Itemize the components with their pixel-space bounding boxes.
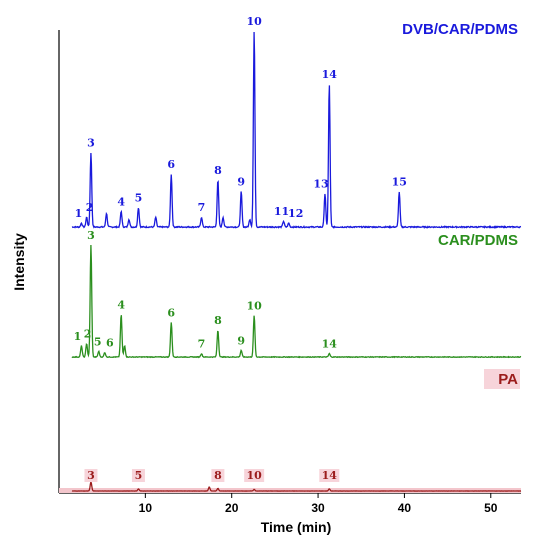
trace-line xyxy=(71,479,522,492)
peak-label: 6 xyxy=(167,158,175,171)
peak-label: 10 xyxy=(247,469,263,482)
peak-label: 2 xyxy=(84,328,92,341)
peak-label: 3 xyxy=(87,229,95,242)
x-tick-label: 40 xyxy=(398,501,412,515)
series-name: CAR/PDMS xyxy=(438,232,518,249)
peak-label: 5 xyxy=(135,191,143,204)
peak-label: 11 xyxy=(274,205,289,218)
peak-label-band xyxy=(211,469,225,482)
peak-label: 4 xyxy=(117,195,125,208)
peak-label: 13 xyxy=(313,178,328,191)
y-axis-title: Intensity xyxy=(11,233,27,291)
x-axis-title: Time (min) xyxy=(261,519,332,535)
peak-label-band xyxy=(319,469,340,482)
peak-label-band xyxy=(131,469,145,482)
peak-label: 14 xyxy=(322,469,338,482)
pa-label-band xyxy=(484,369,520,389)
peak-label: 6 xyxy=(106,337,114,350)
peak-label: 7 xyxy=(198,201,206,214)
peak-label: 14 xyxy=(322,68,338,81)
x-tick-label: 30 xyxy=(311,501,325,515)
axes-layer: Time (min) Intensity xyxy=(11,30,521,535)
peak-label: 1 xyxy=(75,207,83,220)
peak-label-band xyxy=(84,469,98,482)
peak-label: 8 xyxy=(214,469,222,482)
peak-label: 8 xyxy=(214,314,222,327)
x-tick-label: 20 xyxy=(225,501,239,515)
peak-label-band xyxy=(244,469,265,482)
peak-label: 4 xyxy=(117,298,125,311)
peak-label: 2 xyxy=(86,201,94,214)
peak-label: 1 xyxy=(74,330,82,343)
peak-label: 10 xyxy=(247,300,263,313)
x-tick-label: 50 xyxy=(484,501,498,515)
series-pa: 3 5 8 10 14 PA xyxy=(59,369,522,493)
peak-label: 9 xyxy=(237,334,245,347)
series-name: DVB/CAR/PDMS xyxy=(402,21,518,38)
peak-label: 14 xyxy=(322,338,338,351)
peak-label: 3 xyxy=(87,137,95,150)
peak-label: 3 xyxy=(87,469,95,482)
series-name: PA xyxy=(498,371,518,388)
trace-line xyxy=(71,245,522,359)
peak-label: 9 xyxy=(237,176,245,189)
trace-line xyxy=(71,31,522,230)
peak-label: 8 xyxy=(214,164,222,177)
peak-label: 7 xyxy=(198,338,206,351)
x-ticks: 10 20 30 40 50 xyxy=(139,493,498,515)
peak-label: 15 xyxy=(392,176,407,189)
peak-label: 5 xyxy=(135,469,143,482)
x-tick-label: 10 xyxy=(139,501,153,515)
peak-label: 10 xyxy=(247,15,263,28)
peak-label: 6 xyxy=(167,306,175,319)
peak-label: 5 xyxy=(94,335,102,348)
peak-label: 12 xyxy=(288,207,303,220)
